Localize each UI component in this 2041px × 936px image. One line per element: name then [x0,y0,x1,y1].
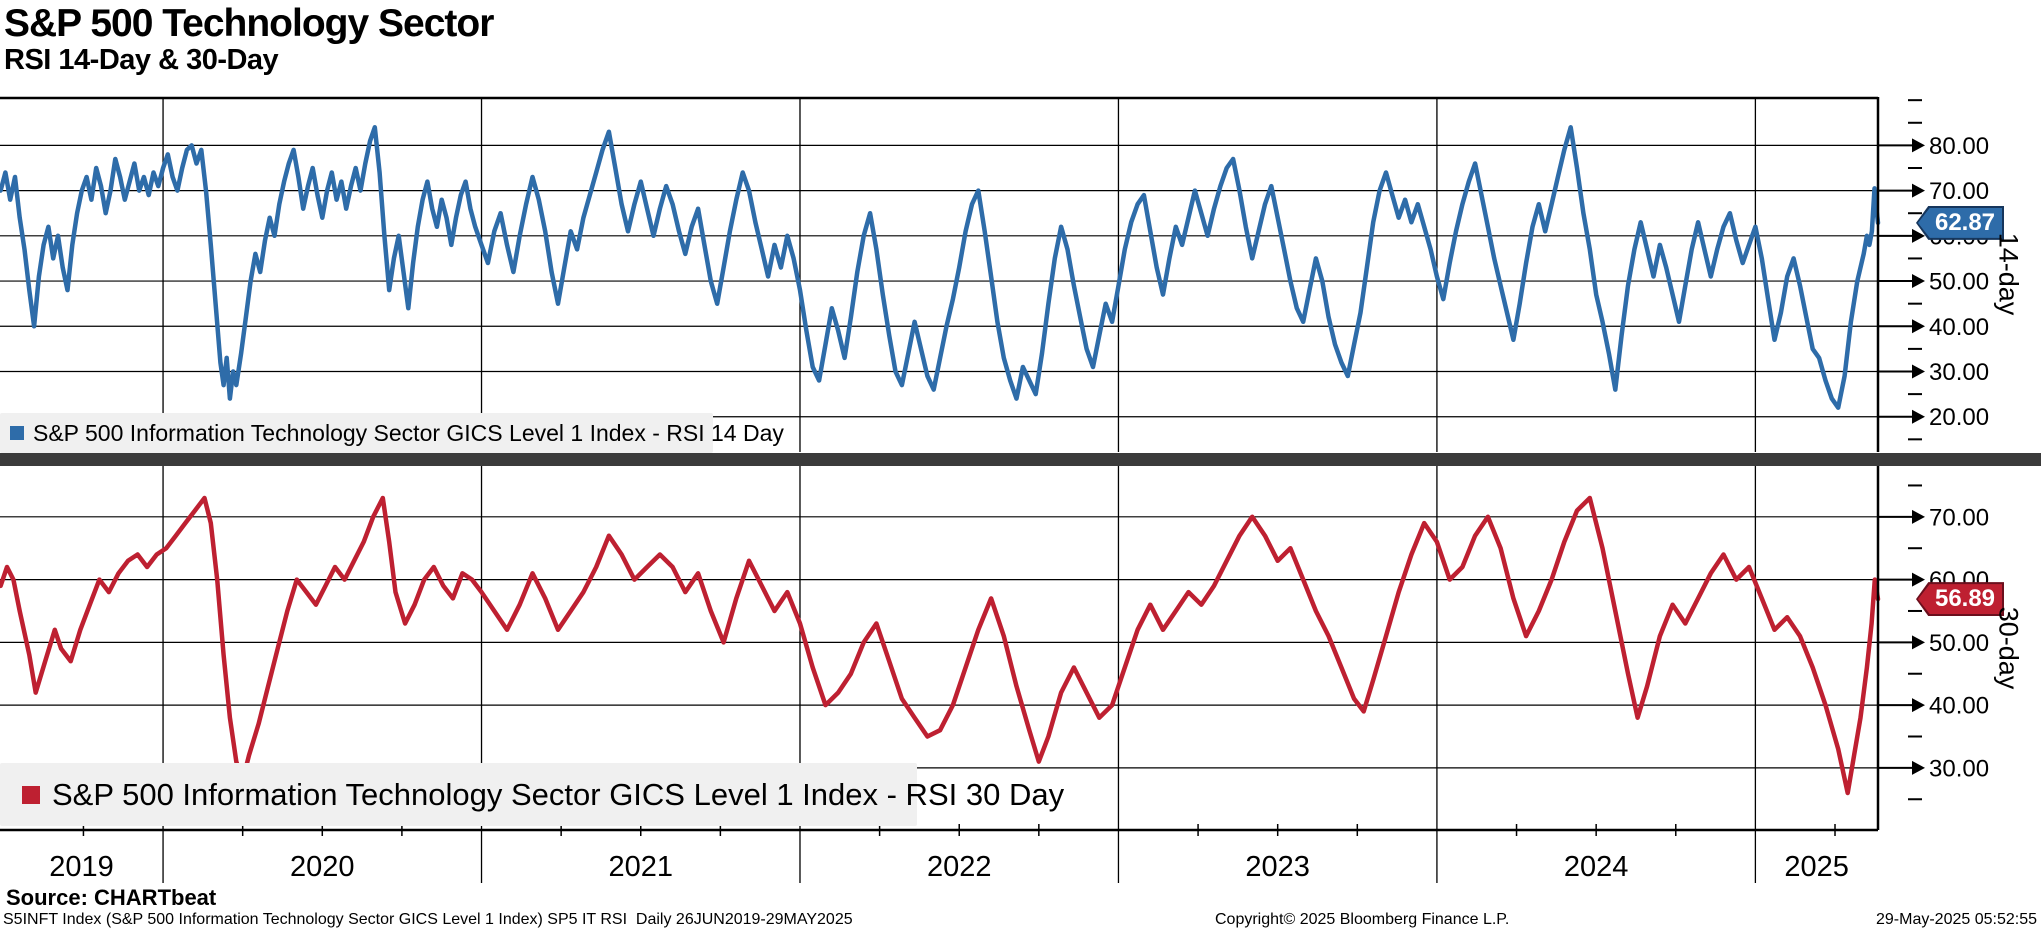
y-tick-label: 50.00 [1929,269,1989,296]
series-rsi14 [0,125,1881,410]
source-note: Source: CHARTbeat [6,885,217,910]
y-tick-label: 40.00 [1929,693,1989,720]
y-tick-label: 40.00 [1929,314,1989,341]
copyright-notice: Copyright© 2025 Bloomberg Finance L.P. [1215,911,1510,928]
ticker-description: S5INFT Index (S&P 500 Information Techno… [3,911,853,928]
y-tick-label: 30.00 [1929,359,1989,386]
y-tick-label: 30.00 [1929,755,1989,782]
x-tick-label: 2020 [290,851,355,883]
y-tick-label: 80.00 [1929,133,1989,160]
x-tick-label: 2022 [927,851,992,883]
legend-label-rsi30: S&P 500 Information Technology Sector GI… [52,776,1065,812]
series-rsi30 [0,495,1881,796]
legend-swatch-rsi30 [22,785,40,804]
x-tick-label: 2023 [1245,851,1310,883]
page-subtitle: RSI 14-Day & 30-Day [4,44,279,76]
legend-label-rsi14: S&P 500 Information Technology Sector GI… [33,419,784,446]
y-tick-label: 20.00 [1929,404,1989,431]
last-value-rsi14: 62.87 [1918,207,2002,238]
legend-swatch-rsi14 [10,426,24,440]
axis-label-14day: 14-day [1993,232,2024,316]
y-tick-label: 70.00 [1929,504,1989,531]
panel-separator-bar [0,453,2041,466]
last-value-badge-rsi30: 56.89 [1916,582,2004,617]
legend-rsi14[interactable]: S&P 500 Information Technology Sector GI… [0,413,784,453]
last-value-rsi30: 56.89 [1918,584,2002,615]
y-tick-label: 70.00 [1929,178,1989,205]
x-tick-label: 2024 [1564,851,1629,883]
page-title: S&P 500 Technology Sector [4,2,494,45]
last-value-badge-rsi14: 62.87 [1916,205,2004,240]
x-tick-label: 2019 [49,851,114,883]
timestamp: 29-May-2025 05:52:55 [1876,911,2037,928]
legend-rsi30[interactable]: S&P 500 Information Technology Sector GI… [0,763,1064,826]
y-tick-label: 50.00 [1929,630,1989,657]
axis-label-30day: 30-day [1993,606,2024,690]
x-tick-label: 2021 [608,851,673,883]
x-axis: 2019 2020 2021 2022 2023 2024 2025 [49,824,1849,883]
x-tick-label: 2025 [1784,851,1849,883]
